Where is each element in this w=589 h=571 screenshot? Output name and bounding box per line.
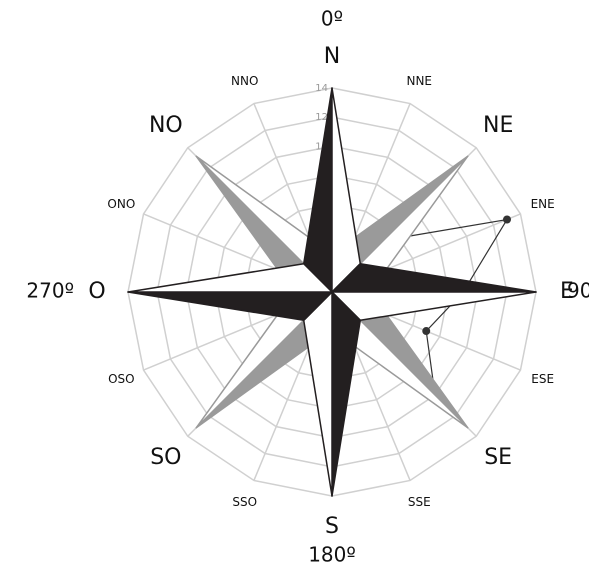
r-tick-label: 10 <box>315 141 328 152</box>
direction-label: NE <box>483 113 513 138</box>
compass-rose <box>127 87 537 497</box>
rose-facet <box>331 262 537 293</box>
direction-label: E <box>560 279 574 304</box>
direction-label: OSO <box>108 372 135 386</box>
radar-point <box>503 215 512 224</box>
direction-label: SE <box>484 445 512 470</box>
rose-facet <box>127 262 333 293</box>
degree-label: 270º <box>26 279 74 303</box>
rose-facet <box>302 291 333 497</box>
direction-label: SSO <box>232 495 257 509</box>
direction-label: ENE <box>531 197 555 211</box>
direction-label: N <box>324 44 340 69</box>
degree-label: 90º <box>567 279 589 303</box>
direction-label: O <box>88 279 105 304</box>
degree-label: 180º <box>308 543 356 567</box>
radar-point <box>422 327 431 336</box>
rose-facet <box>127 291 333 322</box>
r-tick-label: 12 <box>315 112 328 123</box>
r-tick-label: 14 <box>315 83 328 94</box>
direction-label: SO <box>150 445 181 470</box>
direction-label: NO <box>149 113 183 138</box>
direction-label: SSE <box>408 495 431 509</box>
direction-label: NNE <box>406 74 432 88</box>
labels: N NNE NE ENE E ESE SE SSE S SSO SO OSO O ONO NO NNO 0º 90… <box>26 7 589 567</box>
rose-facet <box>331 291 537 322</box>
direction-label: S <box>325 514 339 539</box>
rose-facet <box>331 291 362 497</box>
rose-facet <box>331 87 362 293</box>
direction-label: NNO <box>231 74 258 88</box>
degree-label: 0º <box>321 7 343 31</box>
direction-label: ESE <box>531 372 554 386</box>
direction-label: ONO <box>107 197 135 211</box>
